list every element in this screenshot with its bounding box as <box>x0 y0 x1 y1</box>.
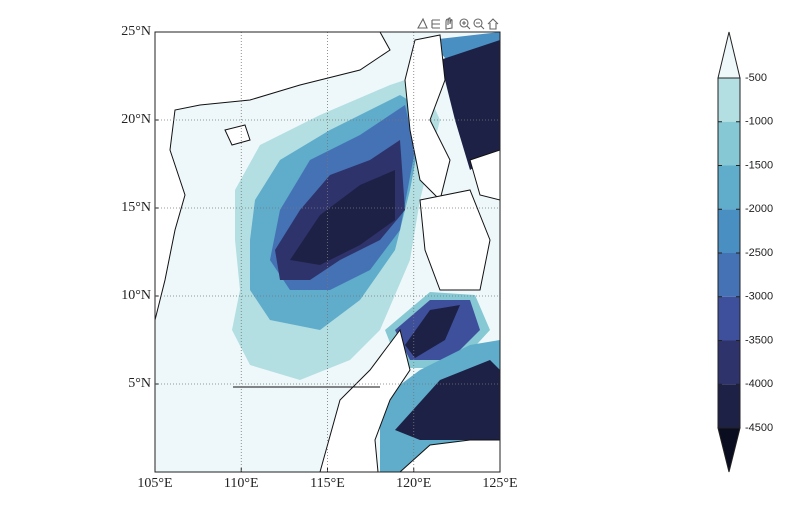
colorbar: -500 -1000 -1500 -2000 -2500 -3000 -3500 -4000 -… <box>717 31 773 473</box>
island <box>224 124 251 146</box>
depth-region <box>440 40 500 170</box>
x-tick-label: 110°E <box>224 476 259 491</box>
depth-region <box>405 305 460 358</box>
colorbar-tick-label: -3000 <box>745 291 773 303</box>
land <box>404 34 451 201</box>
bathymetry <box>155 32 500 472</box>
colorbar-segment <box>718 296 740 341</box>
toolbar <box>417 17 499 30</box>
colorbar-tick-label: -2500 <box>745 247 773 259</box>
land <box>319 328 411 472</box>
colorbar-segment <box>718 121 740 166</box>
land <box>469 149 500 201</box>
y-tick-label: 25°N <box>121 24 151 39</box>
colorbar-tick-label: -1500 <box>745 159 773 171</box>
toolbar-hand-icon[interactable] <box>445 17 453 30</box>
colorbar-extension <box>717 31 741 79</box>
colorbar-segment <box>718 78 740 122</box>
colorbar-segment <box>718 253 740 297</box>
toolbar-home-icon[interactable] <box>487 18 499 30</box>
land <box>155 32 391 321</box>
x-tick-label: 115°E <box>310 476 345 491</box>
x-tick-label: 105°E <box>137 476 172 491</box>
land <box>419 189 491 291</box>
colorbar-tick-label: -4500 <box>745 422 773 434</box>
colorbar-segment <box>718 384 740 428</box>
depth-region <box>395 360 500 440</box>
colorbar-segment <box>718 165 740 210</box>
y-tick-label: 20°N <box>121 112 151 127</box>
map-area: 105°E 110°E 115°E 120°E 125°E 5°N 10°N 15°N 20°N… <box>121 24 517 491</box>
colorbar-segment <box>718 209 740 253</box>
y-tick-label: 5°N <box>128 376 151 391</box>
colorbar-tick-label: -1000 <box>745 116 773 128</box>
toolbar-zoom-out-icon[interactable] <box>473 18 485 30</box>
toolbar-zoom-in-icon[interactable] <box>459 18 471 30</box>
x-tick-label: 120°E <box>396 476 431 491</box>
axes-frame <box>154 31 501 473</box>
land <box>399 439 500 472</box>
toolbar-config-icon[interactable] <box>431 19 440 29</box>
depth-region <box>290 170 395 265</box>
colorbar-extension <box>717 427 741 473</box>
colorbar-tick-label: -4000 <box>745 378 773 390</box>
y-tick-label: 15°N <box>121 200 151 215</box>
y-tick-label: 10°N <box>121 288 151 303</box>
colorbar-tick-label: -3500 <box>745 334 773 346</box>
toolbar-pan-icon[interactable] <box>417 17 428 29</box>
colorbar-segment <box>718 340 740 385</box>
colorbar-tick-label: -2000 <box>745 203 773 215</box>
colorbar-tick-label: -500 <box>745 72 767 84</box>
x-tick-label: 125°E <box>482 476 517 491</box>
